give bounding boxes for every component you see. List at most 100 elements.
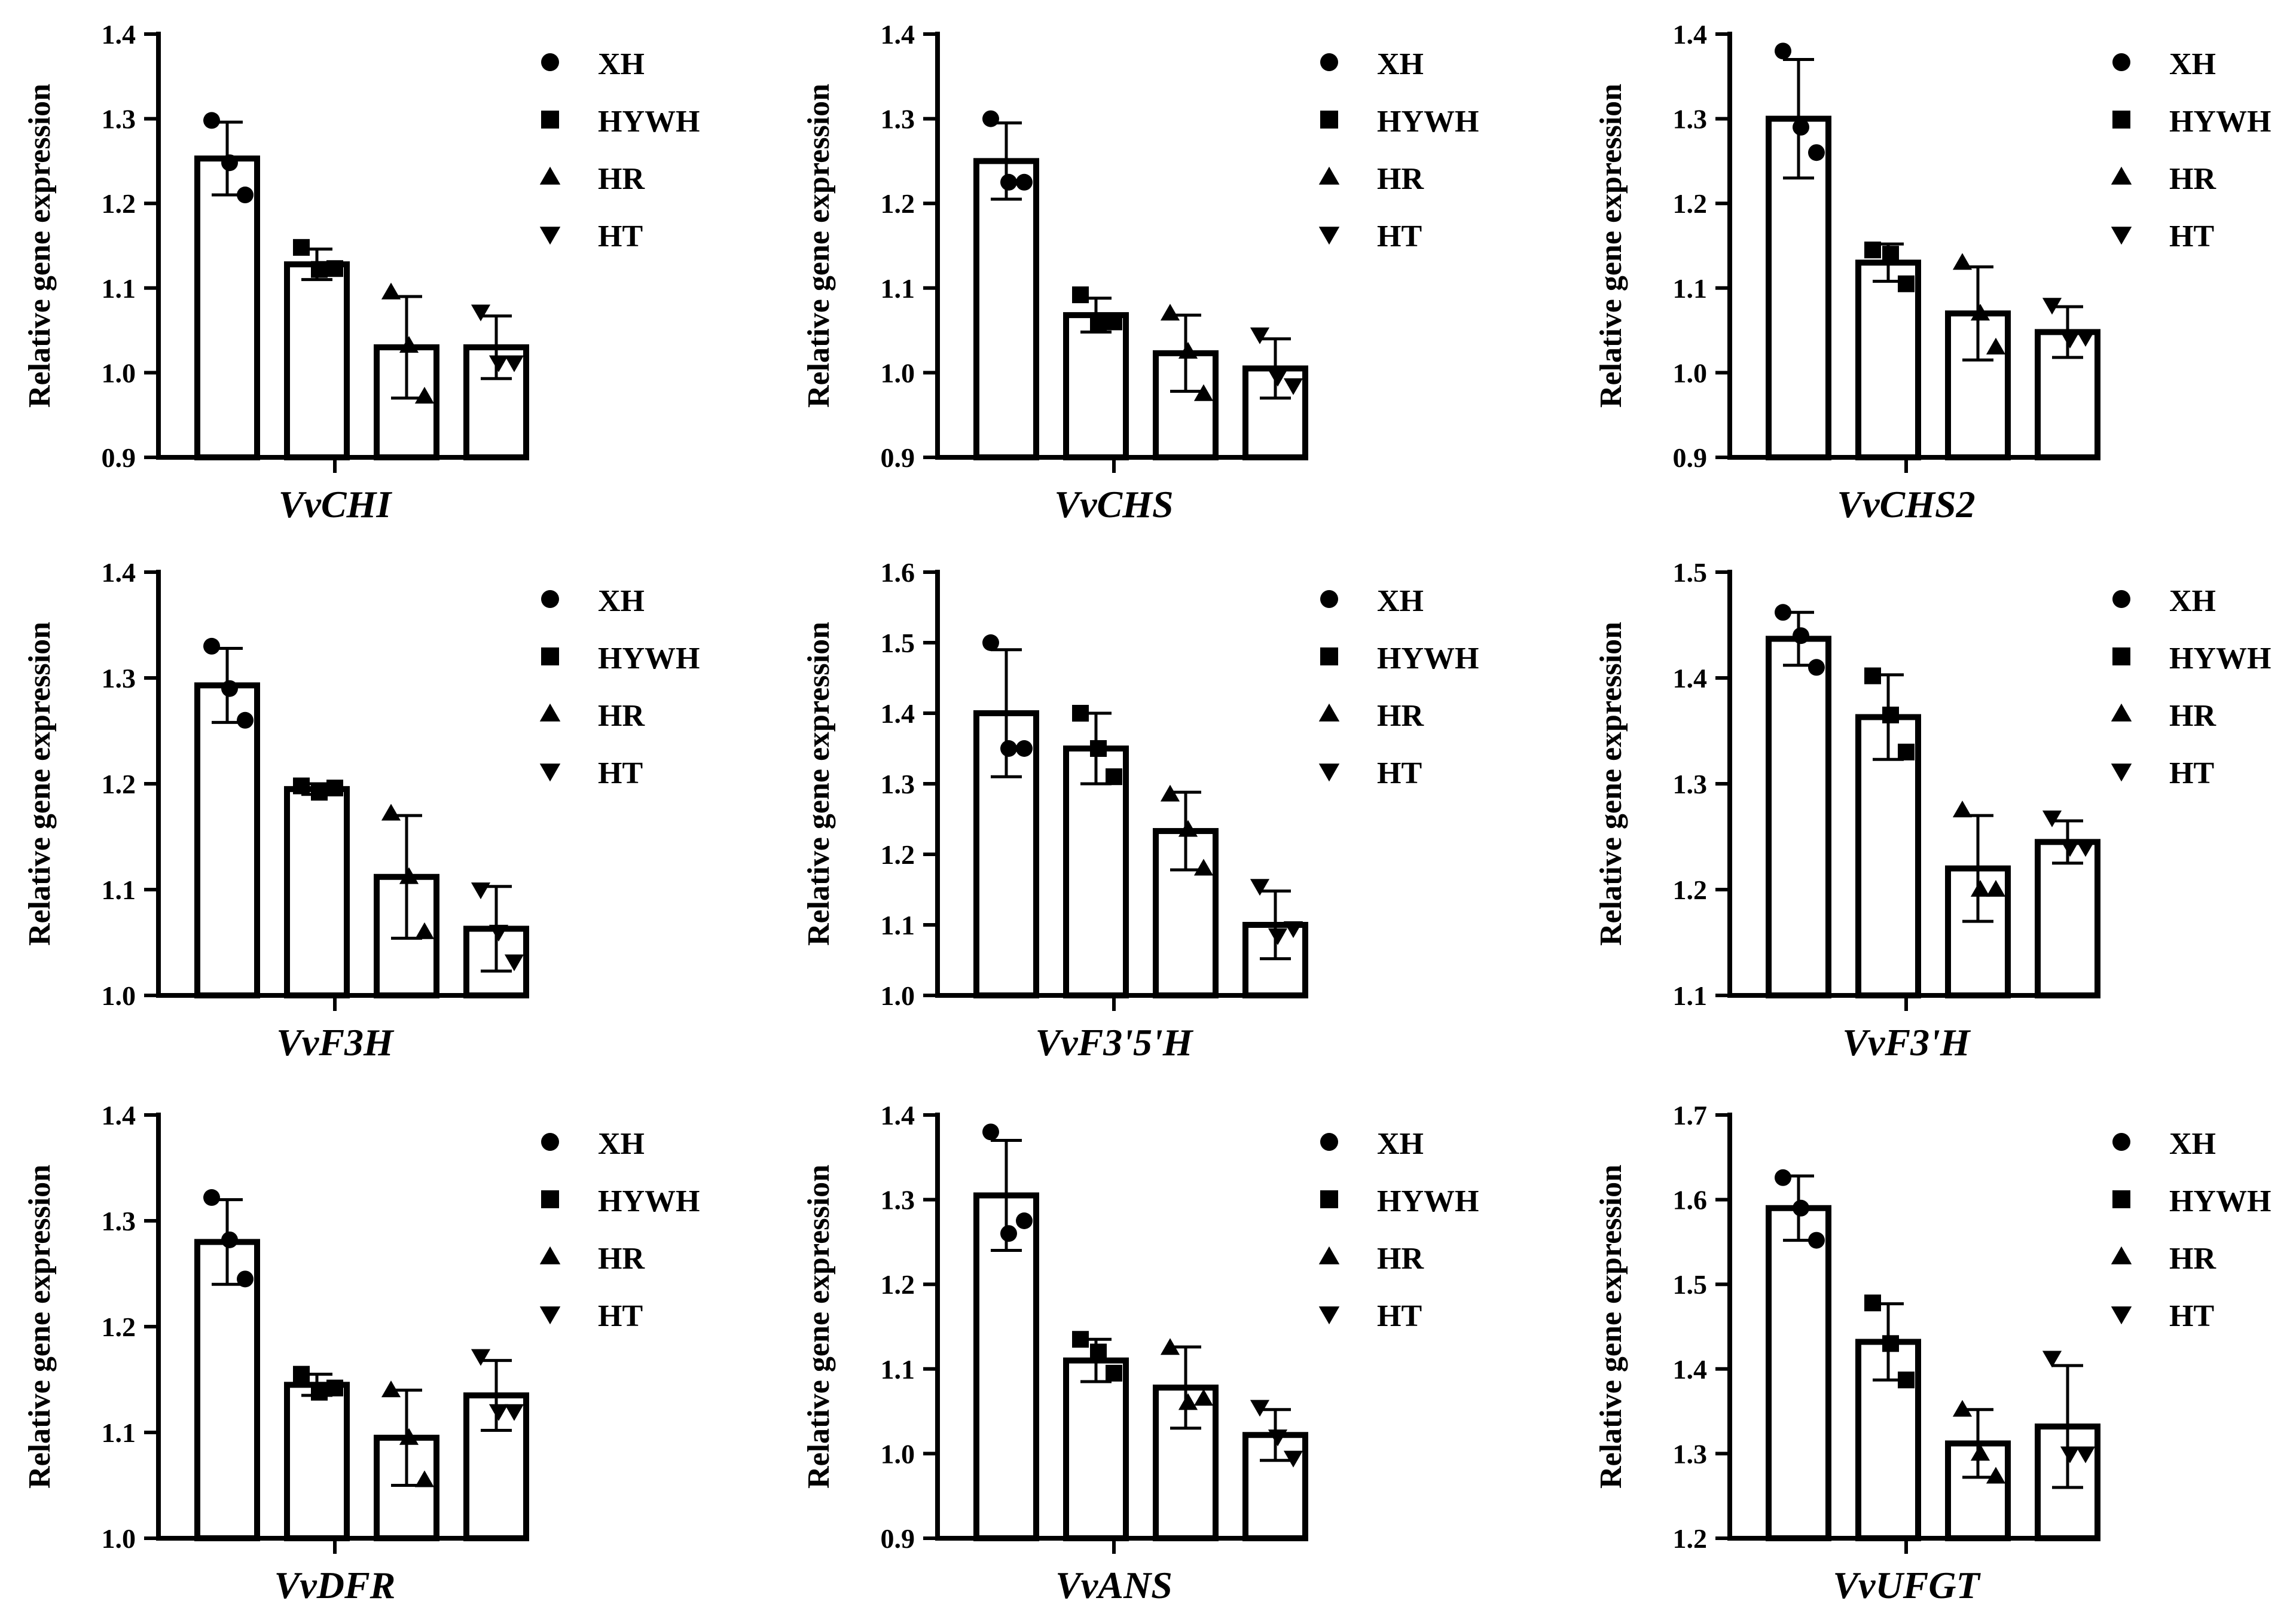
data-point-xh: [1016, 740, 1033, 757]
y-tick-label: 1.6: [1673, 1185, 1708, 1215]
legend-label-xh: XH: [598, 584, 645, 618]
data-point-ht: [488, 1404, 509, 1421]
legend-label-hr: HR: [2169, 1242, 2216, 1276]
legend-marker-xh: [541, 53, 559, 71]
data-point-xh: [237, 1270, 254, 1288]
data-point-hr: [1952, 1400, 1973, 1417]
bar-hywh: [1855, 259, 1921, 460]
y-tick-label: 1.1: [102, 875, 136, 905]
legend-marker-ht: [2111, 227, 2132, 245]
y-tick-label: 1.2: [102, 1312, 136, 1342]
data-point-hywh: [293, 777, 310, 795]
y-tick-label: 1.6: [881, 557, 915, 588]
legend-label-xh: XH: [2169, 1127, 2216, 1161]
x-axis-label: VvANS: [1055, 1564, 1173, 1606]
data-point-hr: [1970, 1444, 1990, 1461]
bar-ht: [2035, 839, 2100, 998]
y-tick-label: 1.0: [102, 358, 136, 388]
data-point-xh: [1793, 1199, 1809, 1217]
legend-label-hywh: HYWH: [598, 641, 700, 676]
data-point-ht: [1283, 378, 1303, 395]
y-tick-label: 1.3: [102, 104, 136, 135]
panel-vvufgt: 1.2 1.3 1.4 1.5 1.6 1.7 Relative gene expressi…: [1594, 1100, 2271, 1606]
data-point-xh: [1775, 1169, 1791, 1186]
data-point-xh: [982, 1123, 999, 1141]
data-point-xh: [1000, 173, 1017, 191]
legend-marker-xh: [2112, 53, 2130, 71]
y-tick-label: 1.4: [102, 1100, 136, 1131]
y-tick-label: 1.1: [881, 273, 915, 304]
y-axis-label: Relative gene expression: [802, 1165, 836, 1489]
legend-label-hr: HR: [1377, 699, 1424, 733]
y-axis-label: Relative gene expression: [802, 622, 836, 946]
data-point-hr: [1986, 879, 2006, 897]
y-tick-label: 1.7: [1673, 1100, 1708, 1131]
y-tick-label: 1.5: [1673, 557, 1708, 588]
legend: XH HYWH HR HT: [2111, 47, 2271, 253]
legend-marker-xh: [2112, 1133, 2130, 1151]
y-tick-label: 1.2: [881, 1269, 915, 1300]
legend-marker-ht: [2111, 1306, 2132, 1325]
legend-label-hywh: HYWH: [598, 105, 700, 139]
legend-label-hywh: HYWH: [1377, 1184, 1479, 1218]
y-tick-label: 0.9: [102, 442, 136, 473]
legend-marker-xh: [1320, 590, 1338, 608]
data-point-hywh: [1106, 313, 1122, 331]
data-point-hr: [1193, 384, 1214, 401]
x-axis-label: VvCHS: [1054, 483, 1173, 526]
data-point-xh: [1000, 740, 1017, 757]
data-point-hywh: [1864, 667, 1881, 685]
data-point-ht: [504, 355, 524, 372]
bar-xh: [973, 158, 1039, 460]
data-point-hr: [1970, 304, 1990, 321]
legend-marker-hr: [539, 1246, 561, 1264]
y-tick-label: 1.2: [1673, 1523, 1708, 1554]
y-tick-label: 0.9: [881, 442, 915, 473]
legend-label-xh: XH: [2169, 47, 2216, 81]
y-tick-label: 1.0: [881, 980, 915, 1011]
legend-marker-hr: [539, 703, 561, 722]
data-point-hr: [1193, 1389, 1214, 1406]
data-point-xh: [203, 112, 220, 129]
data-point-xh: [1808, 1232, 1825, 1249]
data-point-ht: [504, 954, 524, 972]
data-point-ht: [471, 1349, 491, 1366]
panel-vvans: 0.9 1.0 1.1 1.2 1.3 1.4 Relative gene expressi…: [802, 1100, 1479, 1606]
y-tick-label: 1.1: [102, 273, 136, 304]
bar-hywh: [1063, 1357, 1129, 1541]
y-tick-label: 1.5: [881, 628, 915, 658]
data-point-hr: [1952, 253, 1973, 270]
data-point-hywh: [293, 1365, 310, 1383]
data-point-xh: [1016, 173, 1033, 191]
data-point-ht: [2075, 840, 2096, 857]
legend-marker-hywh: [1320, 1190, 1338, 1208]
x-axis-label: VvCHI: [279, 483, 393, 526]
data-point-hywh: [1882, 246, 1899, 263]
y-tick-label: 1.3: [881, 769, 915, 799]
x-axis-label: VvF3'5'H: [1035, 1021, 1193, 1064]
data-point-hywh: [1882, 1335, 1899, 1352]
y-tick-label: 1.1: [1673, 980, 1708, 1011]
data-point-hr: [414, 1470, 435, 1487]
y-tick-label: 1.0: [102, 980, 136, 1011]
bar-hywh: [1063, 312, 1129, 460]
legend: XH HYWH HR HT: [2111, 1127, 2271, 1333]
legend-marker-xh: [2112, 590, 2130, 608]
legend-label-hr: HR: [598, 699, 645, 733]
legend-marker-ht: [539, 1306, 561, 1325]
data-point-xh: [1775, 604, 1791, 621]
data-point-hywh: [1090, 1343, 1107, 1361]
bar-xh: [194, 155, 260, 460]
x-axis-label: VvCHS2: [1837, 483, 1975, 526]
data-point-hr: [1160, 784, 1180, 802]
data-point-xh: [1775, 42, 1791, 60]
legend-label-xh: XH: [1377, 584, 1424, 618]
panel-vvchs: 0.9 1.0 1.1 1.2 1.3 1.4 Relative gene expressi…: [802, 19, 1479, 526]
data-point-hr: [399, 335, 419, 353]
y-tick-label: 1.5: [1673, 1269, 1708, 1300]
y-axis-label: Relative gene expression: [1594, 622, 1628, 946]
legend-marker-ht: [539, 763, 561, 782]
data-point-ht: [1250, 327, 1270, 344]
data-point-ht: [2075, 1446, 2096, 1464]
legend-label-ht: HT: [2169, 756, 2214, 790]
